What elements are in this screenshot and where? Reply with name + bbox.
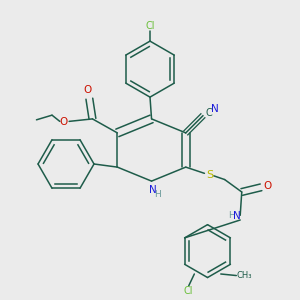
Text: N: N <box>233 211 241 221</box>
Text: O: O <box>84 85 92 95</box>
Text: Cl: Cl <box>184 286 194 296</box>
Text: N: N <box>148 185 156 195</box>
Text: S: S <box>206 170 214 180</box>
Text: CH₃: CH₃ <box>236 271 252 280</box>
Text: Cl: Cl <box>145 21 155 31</box>
Text: O: O <box>264 182 272 191</box>
Text: H: H <box>154 190 161 199</box>
Text: H: H <box>228 212 235 220</box>
Text: N: N <box>211 104 218 114</box>
Text: O: O <box>59 117 68 127</box>
Text: C: C <box>205 108 212 118</box>
